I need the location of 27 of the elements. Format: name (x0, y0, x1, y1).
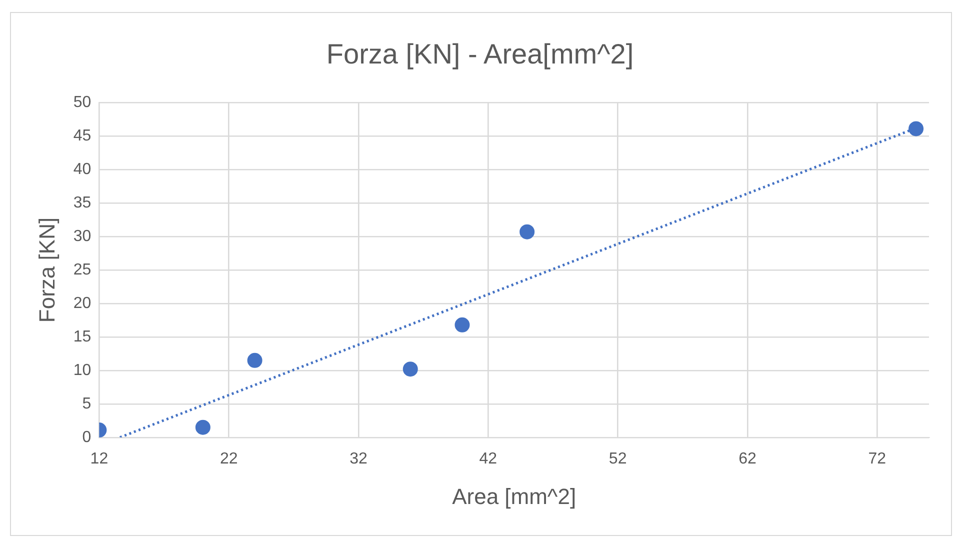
point (247, 352, 262, 368)
chart-title: Forza [KN] - Area[mm^2] (326, 38, 634, 70)
x-tick-label: 72 (868, 450, 886, 468)
point (402, 362, 418, 377)
x-tick-label: 42 (479, 450, 498, 468)
x-tick-label: 32 (350, 450, 368, 468)
y-tick-label: 45 (73, 127, 92, 144)
y-axis-title: Forza [KN] (34, 217, 60, 323)
y-tick-label: 35 (73, 194, 92, 212)
y-tick-label: 30 (73, 228, 92, 245)
y-tick-label: 0 (82, 428, 92, 446)
y-tick-label: 25 (73, 261, 92, 278)
x-tick-label: 22 (220, 450, 238, 468)
y-tick-label: 15 (73, 328, 92, 346)
point (908, 121, 924, 136)
y-tick-label: 5 (82, 395, 92, 412)
y-tick-label: 50 (73, 94, 92, 112)
y-tick-label: 40 (73, 160, 92, 178)
point (195, 420, 210, 435)
point (454, 317, 470, 332)
y-tick-label: 20 (73, 294, 92, 312)
point (520, 224, 535, 240)
x-axis-title: Area [mm^2] (452, 484, 576, 509)
y-tick-label: 10 (73, 362, 92, 379)
x-tick-label: 12 (90, 450, 108, 468)
x-tick-label: 52 (608, 450, 627, 468)
x-tick-label: 62 (738, 450, 756, 468)
